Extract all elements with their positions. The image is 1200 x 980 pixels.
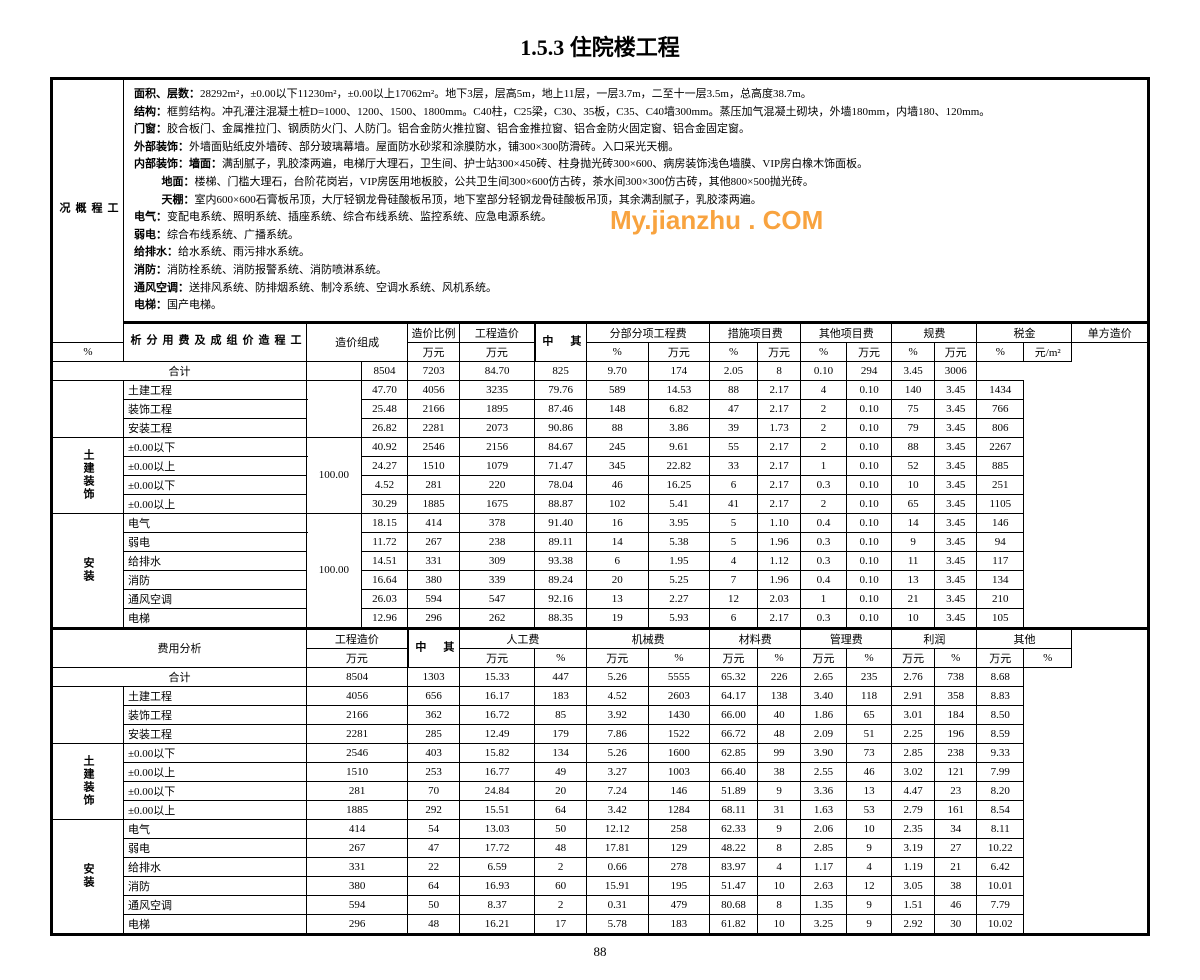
t2-row: 装饰工程216636216.72853.92143066.00401.86653…: [52, 705, 1149, 724]
t2-row: 土建工程405665616.171834.52260364.171383.401…: [52, 686, 1149, 705]
t2-row: 通风空调594508.3720.3147980.6881.3591.51467.…: [52, 895, 1149, 914]
t2-row: 安装电气4145413.035012.1225862.3392.06102.35…: [52, 819, 1149, 838]
t2-row: 给排水331226.5920.6627883.9741.1741.19216.4…: [52, 857, 1149, 876]
t2-row: ±0.00以上188529215.51643.42128468.11311.63…: [52, 800, 1149, 819]
t1-row: 电梯12.9629626288.35195.9362.170.30.10103.…: [52, 608, 1149, 628]
h-fee-analysis: 费用分析: [52, 628, 307, 667]
t1-row: ±0.00以下4.5228122078.044616.2562.170.30.1…: [52, 475, 1149, 494]
h-cost-comp: 造价组成: [307, 322, 408, 361]
t1-row: ±0.00以上30.291885167588.871025.41412.1720…: [52, 494, 1149, 513]
t1-row: 安装工程26.822281207390.86883.86391.7320.107…: [52, 418, 1149, 437]
t2-row: 安装工程228128512.491797.86152266.72482.0951…: [52, 724, 1149, 743]
t1-row: 土建工程47.704056323579.7658914.53882.1740.1…: [52, 380, 1149, 399]
t2-row: ±0.00以下2817024.84207.2414651.8993.36134.…: [52, 781, 1149, 800]
t1-row: 土建装饰±0.00以下100.0040.922546215684.672459.…: [52, 437, 1149, 456]
t2-row: 土建装饰±0.00以下254640315.821345.26160062.859…: [52, 743, 1149, 762]
t1-row: 合计8504720384.708259.701742.0580.102943.4…: [52, 361, 1149, 380]
t1-row: ±0.00以上24.271510107971.4734522.82332.171…: [52, 456, 1149, 475]
page-title: 1.5.3 住院楼工程: [50, 30, 1150, 62]
t1-row: 给排水14.5133130993.3861.9541.120.30.10113.…: [52, 551, 1149, 570]
t2-row: 消防3806416.936015.9119551.47102.63123.053…: [52, 876, 1149, 895]
t2-row: 电梯2964816.21175.7818361.82103.2592.92301…: [52, 914, 1149, 934]
section-overview: 工程概况: [52, 79, 124, 343]
t1-row: 消防16.6438033989.24205.2571.960.40.10133.…: [52, 570, 1149, 589]
t2-row: ±0.00以上151025316.77493.27100366.40382.55…: [52, 762, 1149, 781]
section-cost: 工程造价组成及费用分析: [124, 322, 307, 361]
t1-row: 通风空调26.0359454792.16132.27122.0310.10213…: [52, 589, 1149, 608]
t1-row: 装饰工程25.482166189587.461486.82472.1720.10…: [52, 399, 1149, 418]
desc-cell: 面积、层数：28292m²，±0.00以下11230m²，±0.00以上1706…: [124, 79, 1149, 323]
page-number: 88: [50, 944, 1150, 960]
t2-row: 合计8504130315.334475.26555565.322262.6523…: [52, 667, 1149, 686]
t1-row: 弱电11.7226723889.11145.3851.960.30.1093.4…: [52, 532, 1149, 551]
t1-row: 安装电气100.0018.1541437891.40163.9551.100.4…: [52, 513, 1149, 532]
main-table: 工程概况 面积、层数：28292m²，±0.00以下11230m²，±0.00以…: [50, 77, 1150, 936]
